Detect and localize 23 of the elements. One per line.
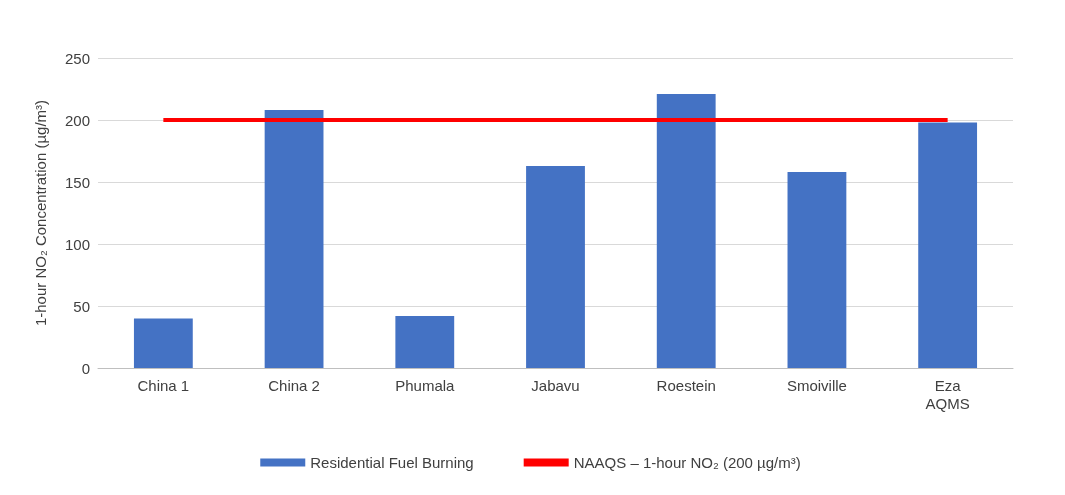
x-tick-label: Jabavu [531, 376, 580, 394]
x-tick-label: China 1 [137, 376, 190, 394]
bar [133, 318, 193, 368]
bar [787, 172, 847, 368]
bar [656, 93, 716, 368]
x-tick-label: Eza AQMS [925, 376, 970, 412]
bar [395, 315, 455, 368]
x-tick-label: Roestein [656, 376, 716, 394]
y-tick-label: 0 [81, 359, 90, 377]
y-tick-label: 150 [64, 173, 90, 191]
bar [264, 110, 324, 368]
x-tick-label: China 2 [268, 376, 320, 394]
y-tick-label: 250 [64, 49, 90, 67]
y-tick-label: 50 [73, 297, 90, 315]
y-tick-label: 200 [64, 111, 90, 129]
x-tick-label: Smoiville [786, 376, 847, 394]
legend-label: Residential Fuel Burning [310, 454, 474, 471]
y-tick-label: 100 [64, 235, 90, 253]
legend-label: NAAQS – 1-hour NO₂ (200 µg/m³) [573, 454, 801, 471]
bar [526, 165, 585, 368]
bar [918, 122, 978, 368]
x-tick-label: Phumala [395, 376, 456, 394]
y-axis-title: 1-hour NO₂ Concentration (µg/m³) [32, 99, 49, 327]
